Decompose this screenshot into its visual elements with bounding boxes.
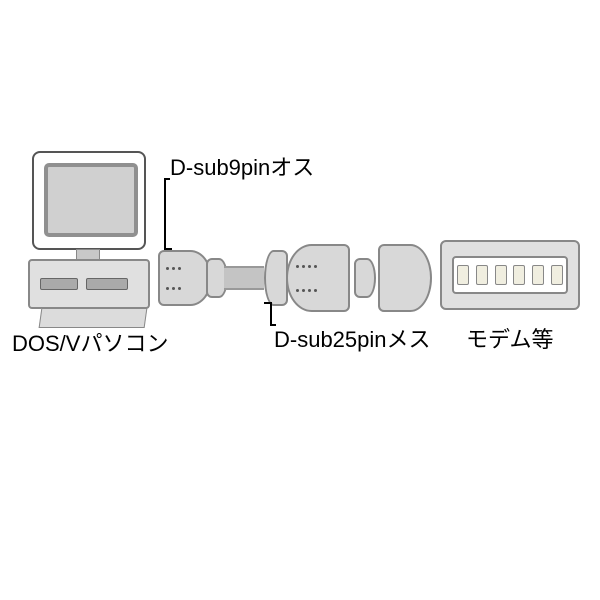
label-modem: モデム等 xyxy=(466,322,554,354)
leader-line xyxy=(270,302,272,326)
modem-lights xyxy=(452,256,568,294)
label-dsub9: D-sub9pinオス xyxy=(170,150,314,182)
label-pc: DOS/Vパソコン xyxy=(12,326,168,358)
cable xyxy=(224,266,264,290)
dsub25-connector-face xyxy=(264,250,288,306)
dsub9-connector-body xyxy=(158,250,212,306)
dsub25-connector-body xyxy=(286,244,350,312)
pc-screen xyxy=(44,163,138,237)
dsub25-plug-face xyxy=(354,258,376,298)
leader-line xyxy=(164,248,172,250)
leader-line xyxy=(164,180,166,250)
dsub25-plug-body xyxy=(378,244,432,312)
connection-diagram: DOS/Vパソコン D-sub9pinオス D-sub25pinメス モデム等 xyxy=(0,0,600,600)
leader-line xyxy=(264,302,272,304)
pc-keyboard xyxy=(39,308,148,328)
label-dsub25: D-sub25pinメス xyxy=(274,322,431,354)
pc-drive-b xyxy=(86,278,128,290)
pc-drive-a xyxy=(40,278,78,290)
